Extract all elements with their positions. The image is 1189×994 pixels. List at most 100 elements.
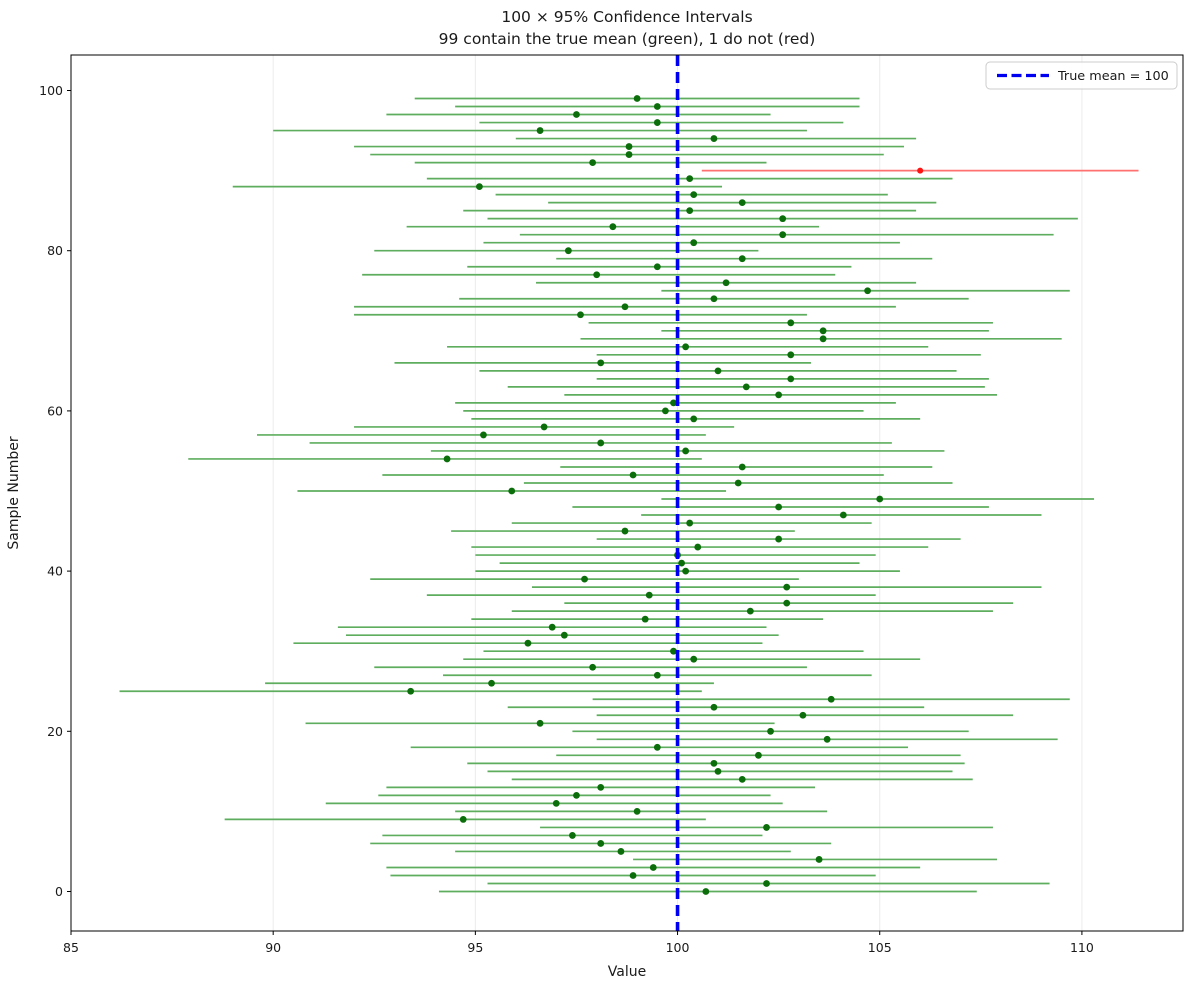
y-tick-label-80: 80 (47, 243, 63, 258)
mean-dot-67 (787, 351, 795, 359)
mean-dot-18 (653, 743, 661, 751)
mean-dot-30 (670, 647, 677, 655)
mean-dot-54 (443, 455, 451, 463)
x-tick-label-100: 100 (666, 940, 690, 955)
mean-dot-82 (779, 231, 787, 239)
mean-dot-76 (722, 279, 730, 287)
mean-dot-24 (827, 695, 835, 703)
y-tick-label-40: 40 (47, 564, 63, 579)
mean-dot-49 (876, 495, 884, 503)
mean-dot-84 (779, 215, 787, 223)
mean-dot-53 (738, 463, 746, 471)
mean-dot-44 (775, 535, 783, 543)
mean-dot-81 (690, 239, 698, 247)
mean-dot-38 (783, 583, 791, 591)
mean-dot-29 (690, 655, 698, 663)
x-tick-label-95: 95 (467, 940, 483, 955)
mean-dot-10 (633, 808, 641, 815)
mean-dot-13 (597, 783, 605, 791)
mean-dot-36 (783, 599, 791, 607)
chart-title: 100 × 95% Confidence Intervals (501, 8, 752, 26)
mean-dot-91 (589, 159, 597, 166)
mean-dot-43 (694, 543, 702, 551)
mean-dot-1 (763, 880, 770, 887)
y-tick-label-60: 60 (47, 403, 63, 418)
mean-dot-51 (734, 479, 742, 487)
mean-dot-94 (710, 135, 718, 142)
mean-dot-6 (597, 840, 605, 847)
mean-dot-59 (690, 415, 698, 423)
mean-dot-65 (714, 367, 722, 375)
mean-dot-57 (480, 431, 487, 439)
mean-dot-20 (767, 727, 774, 735)
mean-dot-98 (653, 103, 661, 110)
plot-area: 85 90 95 100 105 110 0 20 40 60 80 100 (39, 54, 1184, 955)
mean-dot-58 (540, 423, 548, 431)
mean-dot-73 (621, 303, 629, 311)
mean-dot-45 (621, 527, 629, 535)
mean-dot-79 (738, 255, 746, 263)
x-tick-label-110: 110 (1070, 940, 1094, 955)
mean-dot-68 (682, 343, 690, 351)
x-tick-label-90: 90 (265, 940, 281, 955)
mean-dot-64 (787, 375, 795, 383)
mean-dot-56 (597, 439, 605, 447)
mean-dot-97 (573, 111, 580, 118)
mean-dot-4 (815, 856, 823, 863)
x-tick-label-105: 105 (868, 940, 892, 955)
chart-subtitle: 99 contain the true mean (green), 1 do n… (439, 30, 816, 48)
mean-dot-83 (609, 223, 617, 231)
mean-dot-33 (548, 623, 556, 631)
mean-dot-35 (746, 607, 754, 615)
mean-dot-70 (819, 327, 827, 335)
mean-dot-21 (536, 719, 544, 727)
mean-dot-2 (629, 872, 637, 879)
mean-dot-48 (775, 503, 783, 511)
mean-dot-55 (682, 447, 690, 455)
mean-dot-62 (775, 391, 783, 399)
mean-dot-63 (742, 383, 750, 391)
mean-dot-78 (653, 263, 661, 271)
mean-dot-25 (407, 687, 415, 695)
mean-dot-52 (629, 471, 637, 479)
mean-dot-80 (564, 247, 572, 255)
mean-dot-92 (625, 151, 633, 158)
x-tick-label-85: 85 (63, 940, 79, 955)
mean-dot-31 (524, 639, 532, 647)
mean-dot-8 (763, 824, 770, 831)
mean-dot-93 (625, 143, 633, 150)
mean-dot-86 (738, 199, 746, 207)
mean-dot-46 (686, 519, 694, 527)
mean-dot-11 (552, 799, 560, 807)
mean-dot-12 (573, 791, 580, 799)
mean-dot-34 (641, 615, 649, 623)
mean-dot-0 (702, 888, 710, 895)
mean-dot-90 (917, 167, 924, 174)
mean-dot-66 (597, 359, 605, 367)
mean-dot-9 (459, 816, 467, 823)
mean-dot-85 (686, 207, 694, 215)
mean-dot-39 (581, 575, 588, 583)
mean-dot-75 (864, 287, 871, 295)
mean-dot-89 (686, 175, 694, 183)
mean-dot-95 (536, 127, 544, 134)
mean-dot-3 (649, 864, 657, 871)
mean-dot-23 (710, 703, 718, 711)
mean-dot-50 (508, 487, 516, 495)
mean-dot-41 (678, 559, 685, 567)
axes-frame (70, 54, 1184, 932)
mean-dot-96 (653, 119, 661, 126)
mean-dot-28 (589, 663, 597, 671)
mean-dot-61 (670, 399, 677, 407)
mean-dot-99 (633, 95, 641, 102)
mean-dot-32 (560, 631, 568, 639)
mean-dot-47 (839, 511, 847, 519)
mean-dot-40 (682, 567, 690, 575)
y-axis-label: Sample Number (6, 436, 22, 549)
mean-dot-14 (738, 775, 746, 783)
mean-dot-69 (819, 335, 827, 343)
legend-label: True mean = 100 (1057, 69, 1169, 84)
mean-dot-19 (823, 735, 831, 743)
